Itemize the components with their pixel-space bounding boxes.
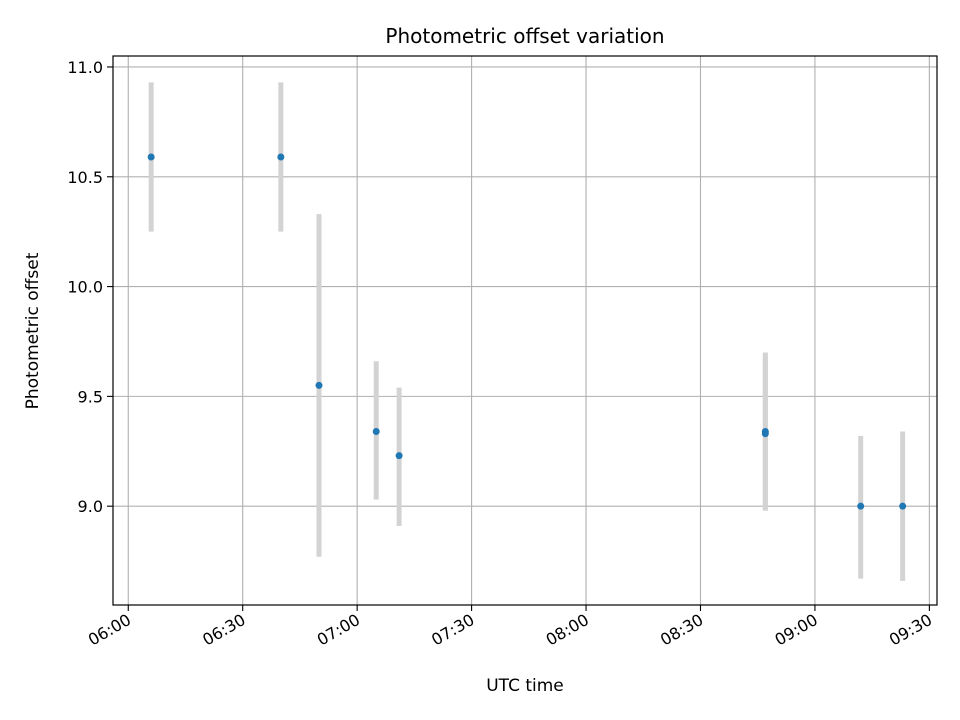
data-points (147, 153, 907, 510)
data-point (277, 153, 285, 161)
chart-title: Photometric offset variation (385, 24, 664, 48)
y-tick-label: 11.0 (67, 58, 103, 77)
data-point (147, 153, 155, 161)
data-point (372, 428, 380, 436)
data-point (395, 452, 403, 460)
data-point (857, 502, 865, 510)
plot-frame (112, 55, 938, 606)
data-point (761, 430, 769, 438)
y-tick-label: 10.5 (67, 168, 103, 187)
data-point (899, 502, 907, 510)
y-tick-label: 9.5 (78, 387, 103, 406)
data-point (315, 381, 323, 389)
y-axis-ticks: 9.0 9.5 10.0 10.5 11.0 (67, 58, 113, 516)
y-axis-label: Photometric offset (23, 252, 43, 409)
y-tick-label: 10.0 (67, 278, 103, 297)
grid (113, 56, 937, 605)
y-tick-label: 9.0 (78, 497, 103, 516)
x-axis-label: UTC time (486, 676, 564, 696)
